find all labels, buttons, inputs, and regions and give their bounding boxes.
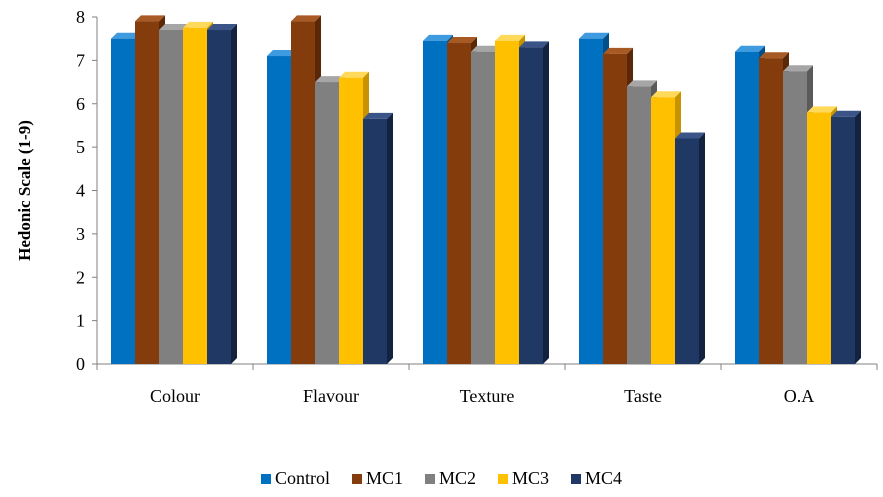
bar — [267, 56, 291, 364]
legend-item: MC2 — [424, 468, 476, 489]
bar-top — [471, 45, 501, 52]
y-tick-label: 4 — [76, 181, 85, 201]
legend-swatch — [351, 473, 362, 484]
legend: Control MC1 MC2 MC3 MC4 — [0, 468, 883, 489]
bar — [519, 47, 543, 365]
bar-side — [855, 110, 861, 364]
bar-top — [339, 71, 369, 78]
bar-top — [579, 32, 609, 39]
x-tick-label: Flavour — [303, 386, 359, 406]
bar — [675, 138, 699, 364]
legend-label: MC2 — [438, 468, 476, 488]
bar-top — [675, 132, 705, 139]
bar-top — [759, 52, 789, 59]
bar — [447, 43, 471, 365]
bar — [423, 40, 447, 364]
bar — [627, 86, 651, 365]
bar-top — [735, 45, 765, 52]
bar-top — [111, 32, 141, 39]
bar — [471, 51, 495, 364]
legend-swatch — [571, 473, 582, 484]
x-tick-label: Colour — [150, 386, 200, 406]
bar-top — [267, 50, 297, 57]
bar — [807, 112, 831, 364]
bar — [831, 116, 855, 364]
bars — [111, 15, 861, 365]
bar — [315, 82, 339, 364]
legend-item: MC1 — [351, 468, 403, 489]
bar-top — [783, 65, 813, 72]
y-tick-label: 7 — [76, 50, 85, 70]
bar-top — [135, 15, 165, 22]
bar — [159, 30, 183, 364]
y-tick-label: 6 — [76, 94, 85, 114]
x-tick-label: O.A — [784, 386, 815, 406]
bar-top — [423, 34, 453, 41]
bar — [759, 58, 783, 365]
bar-top — [207, 24, 237, 31]
legend-swatch — [498, 473, 508, 484]
bar — [579, 38, 603, 364]
bar — [207, 30, 231, 364]
bar-top — [831, 110, 861, 117]
bar-top — [519, 41, 549, 48]
legend-item: Control — [260, 468, 330, 489]
legend-label: MC3 — [512, 468, 550, 488]
bar-side — [699, 132, 705, 364]
legend-label: Control — [274, 468, 330, 488]
bar — [735, 51, 759, 364]
legend-item: MC4 — [571, 468, 622, 489]
bar — [339, 77, 363, 364]
bar-top — [627, 80, 657, 87]
bar — [783, 71, 807, 364]
axis-labels: 0 1 2 3 4 5 6 7 8 Colour Flavour Texture Taste O.A Hed… — [15, 7, 814, 406]
bar-top — [603, 47, 633, 54]
bar-side — [387, 112, 393, 365]
y-tick-label: 5 — [76, 137, 85, 157]
x-tick-label: Texture — [460, 386, 515, 406]
legend-swatch — [260, 473, 271, 484]
y-tick-label: 2 — [76, 267, 85, 287]
bar-top — [159, 24, 189, 31]
bar — [651, 97, 675, 365]
bar-side — [231, 24, 237, 364]
bar-top — [315, 76, 345, 83]
y-tick-label: 1 — [76, 311, 85, 331]
y-tick-label: 3 — [76, 224, 85, 244]
bar — [111, 38, 135, 364]
bar-top — [495, 34, 525, 41]
y-tick-label: 8 — [76, 7, 85, 27]
legend-label: MC4 — [585, 468, 623, 488]
y-tick-label: 0 — [76, 354, 85, 374]
bar-top — [447, 37, 477, 44]
bar — [495, 40, 519, 364]
legend-label: MC1 — [365, 468, 403, 488]
bar-top — [651, 91, 681, 98]
bar-top — [363, 112, 393, 119]
bar-top — [807, 106, 837, 113]
bar-top — [183, 21, 213, 28]
bar — [135, 21, 159, 365]
x-tick-label: Taste — [624, 386, 662, 406]
legend-item: MC3 — [498, 468, 549, 489]
bar — [603, 53, 627, 365]
bar — [183, 27, 207, 364]
bar — [291, 21, 315, 365]
bar-top — [291, 15, 321, 22]
bar-side — [543, 41, 549, 365]
legend-swatch — [424, 473, 435, 484]
y-axis-title: Hedonic Scale (1-9) — [15, 120, 34, 261]
bar — [363, 118, 387, 365]
